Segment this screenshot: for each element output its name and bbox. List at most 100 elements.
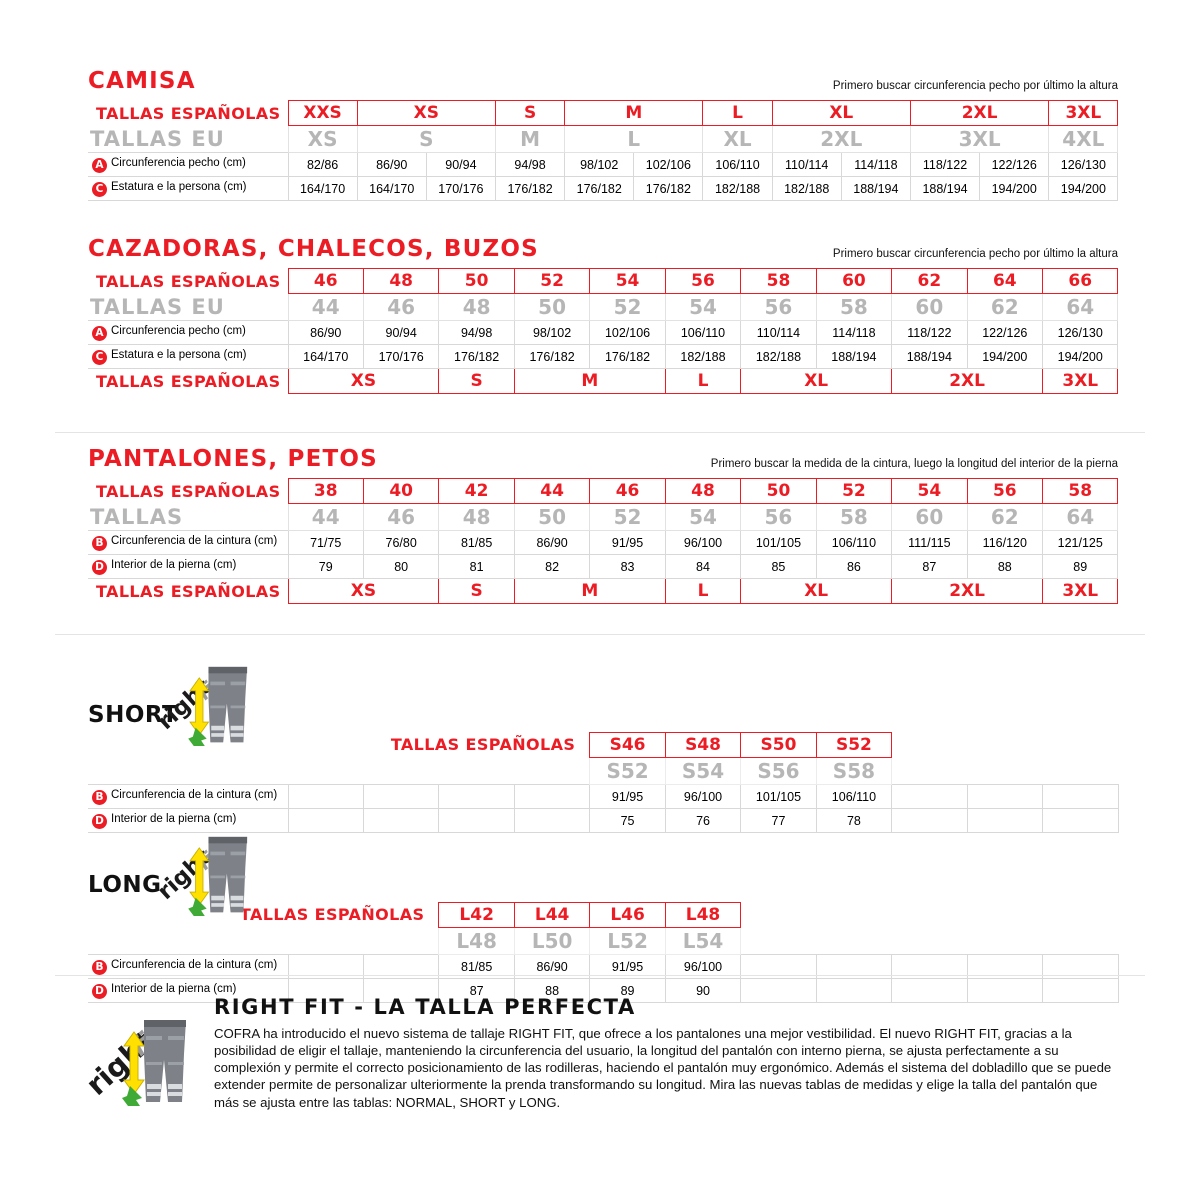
empty-cell [740, 978, 817, 1003]
row-footer-tallas: TALLAS ESPAÑOLAS XS S M L XL 2XL 3XL [88, 368, 1119, 394]
eu-size-cell: M [494, 125, 566, 153]
size-header-cell: S [494, 100, 566, 126]
measurement-row: B Circunferencia de la cintura (cm) 91/95… [88, 784, 1119, 809]
measure-badge-icon: C [92, 181, 107, 197]
measurement-value: 102/106 [589, 320, 666, 345]
size-header-cell: 2XL [909, 100, 1050, 126]
empty-cell [1042, 978, 1119, 1003]
measure-badge-icon: D [92, 983, 107, 999]
size-header-cell: XXS [287, 100, 358, 126]
size-header-cell: M [564, 100, 704, 126]
spacer-cell [1043, 758, 1118, 785]
measurement-label-text: Circunferencia de la cintura (cm) [111, 958, 278, 971]
eu-size-cell: 44 [287, 293, 364, 321]
measurement-label: D Interior de la pierna (cm) [88, 978, 289, 1003]
size-header-cell: 50 [438, 268, 515, 294]
fit-name-label: SHORT [88, 702, 179, 728]
measurement-value: 194/200 [1048, 176, 1119, 201]
size-header-cell: 58 [740, 268, 817, 294]
spacer-cell [967, 733, 1042, 758]
eu-size-cell: S54 [664, 757, 742, 785]
size-header-cell: 44 [513, 478, 591, 504]
footer-size-cell: XS [287, 368, 440, 394]
footer-size-cell: M [513, 578, 666, 604]
measure-badge-icon: B [92, 789, 107, 805]
measurement-label: A Circunferencia pecho (cm) [88, 320, 289, 345]
measure-badge-icon: D [92, 813, 107, 829]
footer-size-cell: S [438, 578, 515, 604]
eu-size-cell: L [564, 125, 704, 153]
size-header-cell: S48 [664, 732, 742, 758]
measurement-value: 83 [589, 554, 666, 579]
footer-size-cell: L [664, 368, 742, 394]
empty-cell [287, 784, 364, 809]
empty-cell [287, 808, 364, 833]
right-fit-logo: right fit [152, 654, 260, 746]
label-tallas-espanolas: TALLAS ESPAÑOLAS [95, 103, 281, 123]
eu-size-cell: 56 [740, 503, 817, 531]
empty-cell [438, 808, 515, 833]
fit-size-table: TALLAS ESPAÑOLAS L42 L44 L46 L48 L48 L50 L52 L… [88, 902, 1119, 1003]
size-header-cell: 52 [513, 268, 591, 294]
measurement-value: 122/126 [979, 152, 1050, 177]
spacer-cell [741, 928, 816, 955]
measurement-value: 164/170 [287, 176, 358, 201]
section-divider-3 [55, 975, 1145, 976]
section-cazadoras: CAZADORAS, CHALECOS, BUZOS Primero busca… [88, 238, 1119, 394]
measurement-value: 98/102 [564, 152, 635, 177]
size-table: TALLAS ESPAÑOLAS XXS XS S M L XL 2XL 3XL TALLAS … [88, 100, 1119, 201]
empty-cell [891, 978, 968, 1003]
measurement-value: 118/122 [891, 320, 968, 345]
measurement-value: 76 [664, 808, 742, 833]
eu-size-cell: 50 [513, 503, 591, 531]
info-title: RIGHT FIT - LA TALLA PERFECTA [214, 995, 636, 1019]
measurement-value: 90 [664, 978, 742, 1003]
measurement-value: 170/176 [362, 344, 440, 369]
footer-size-cell: 2XL [891, 368, 1044, 394]
measure-badge-icon: C [92, 349, 107, 365]
measure-badge-icon: B [92, 959, 107, 975]
measurement-value: 121/125 [1042, 530, 1119, 555]
measurement-value: 79 [287, 554, 364, 579]
measurement-label-text: Interior de la pierna (cm) [111, 982, 237, 995]
row-tallas-espanolas: TALLAS ESPAÑOLAS 46 48 50 52 54 56 58 60 62 64 66 [88, 268, 1119, 294]
empty-cell [362, 978, 440, 1003]
measurement-value: 78 [815, 808, 893, 833]
size-header-cell: 64 [966, 268, 1044, 294]
empty-cell [815, 954, 893, 979]
eu-size-cell: 48 [438, 503, 515, 531]
eu-size-cell: 52 [589, 503, 666, 531]
empty-cell [966, 978, 1044, 1003]
eu-size-cell: 60 [891, 503, 968, 531]
measurement-value: 88 [966, 554, 1044, 579]
measurement-value: 182/188 [702, 176, 773, 201]
row-tallas-eu: L48 L50 L52 L54 [88, 927, 1118, 955]
eu-size-cell: 62 [966, 293, 1044, 321]
label-tallas-espanolas: TALLAS ESPAÑOLAS [239, 905, 425, 924]
eu-size-cell: 46 [362, 503, 440, 531]
section-pantalones: PANTALONES, PETOS Primero buscar la medi… [88, 448, 1119, 604]
section-camisa: CAMISA Primero buscar circunferencia pec… [88, 70, 1119, 201]
size-header-cell: 46 [589, 478, 666, 504]
section-divider-1 [55, 432, 1145, 433]
size-header-cell: XL [771, 100, 911, 126]
row-tallas-eu: TALLAS 44 46 48 50 52 54 56 58 60 62 64 [88, 503, 1119, 531]
label-footer-tallas: TALLAS ESPAÑOLAS [95, 371, 281, 391]
empty-cell [438, 784, 515, 809]
measurement-value: 80 [362, 554, 440, 579]
measurement-value: 188/194 [891, 344, 968, 369]
eu-size-cell: 2XL [771, 125, 911, 153]
measurement-label-text: Circunferencia pecho (cm) [111, 156, 246, 169]
measurement-value: 116/120 [966, 530, 1044, 555]
measurement-label: D Interior de la pierna (cm) [88, 808, 289, 833]
label-footer-tallas: TALLAS ESPAÑOLAS [95, 581, 281, 601]
measurement-row: B Circunferencia de la cintura (cm) 71/75… [88, 530, 1119, 555]
measurement-value: 176/182 [513, 344, 591, 369]
measure-badge-icon: A [92, 157, 107, 173]
empty-cell [966, 784, 1044, 809]
measurement-value: 170/176 [425, 176, 496, 201]
size-header-cell: L48 [664, 902, 742, 928]
eu-size-cell: 52 [589, 293, 666, 321]
measurement-value: 182/188 [771, 176, 842, 201]
spacer-cell [816, 928, 891, 955]
